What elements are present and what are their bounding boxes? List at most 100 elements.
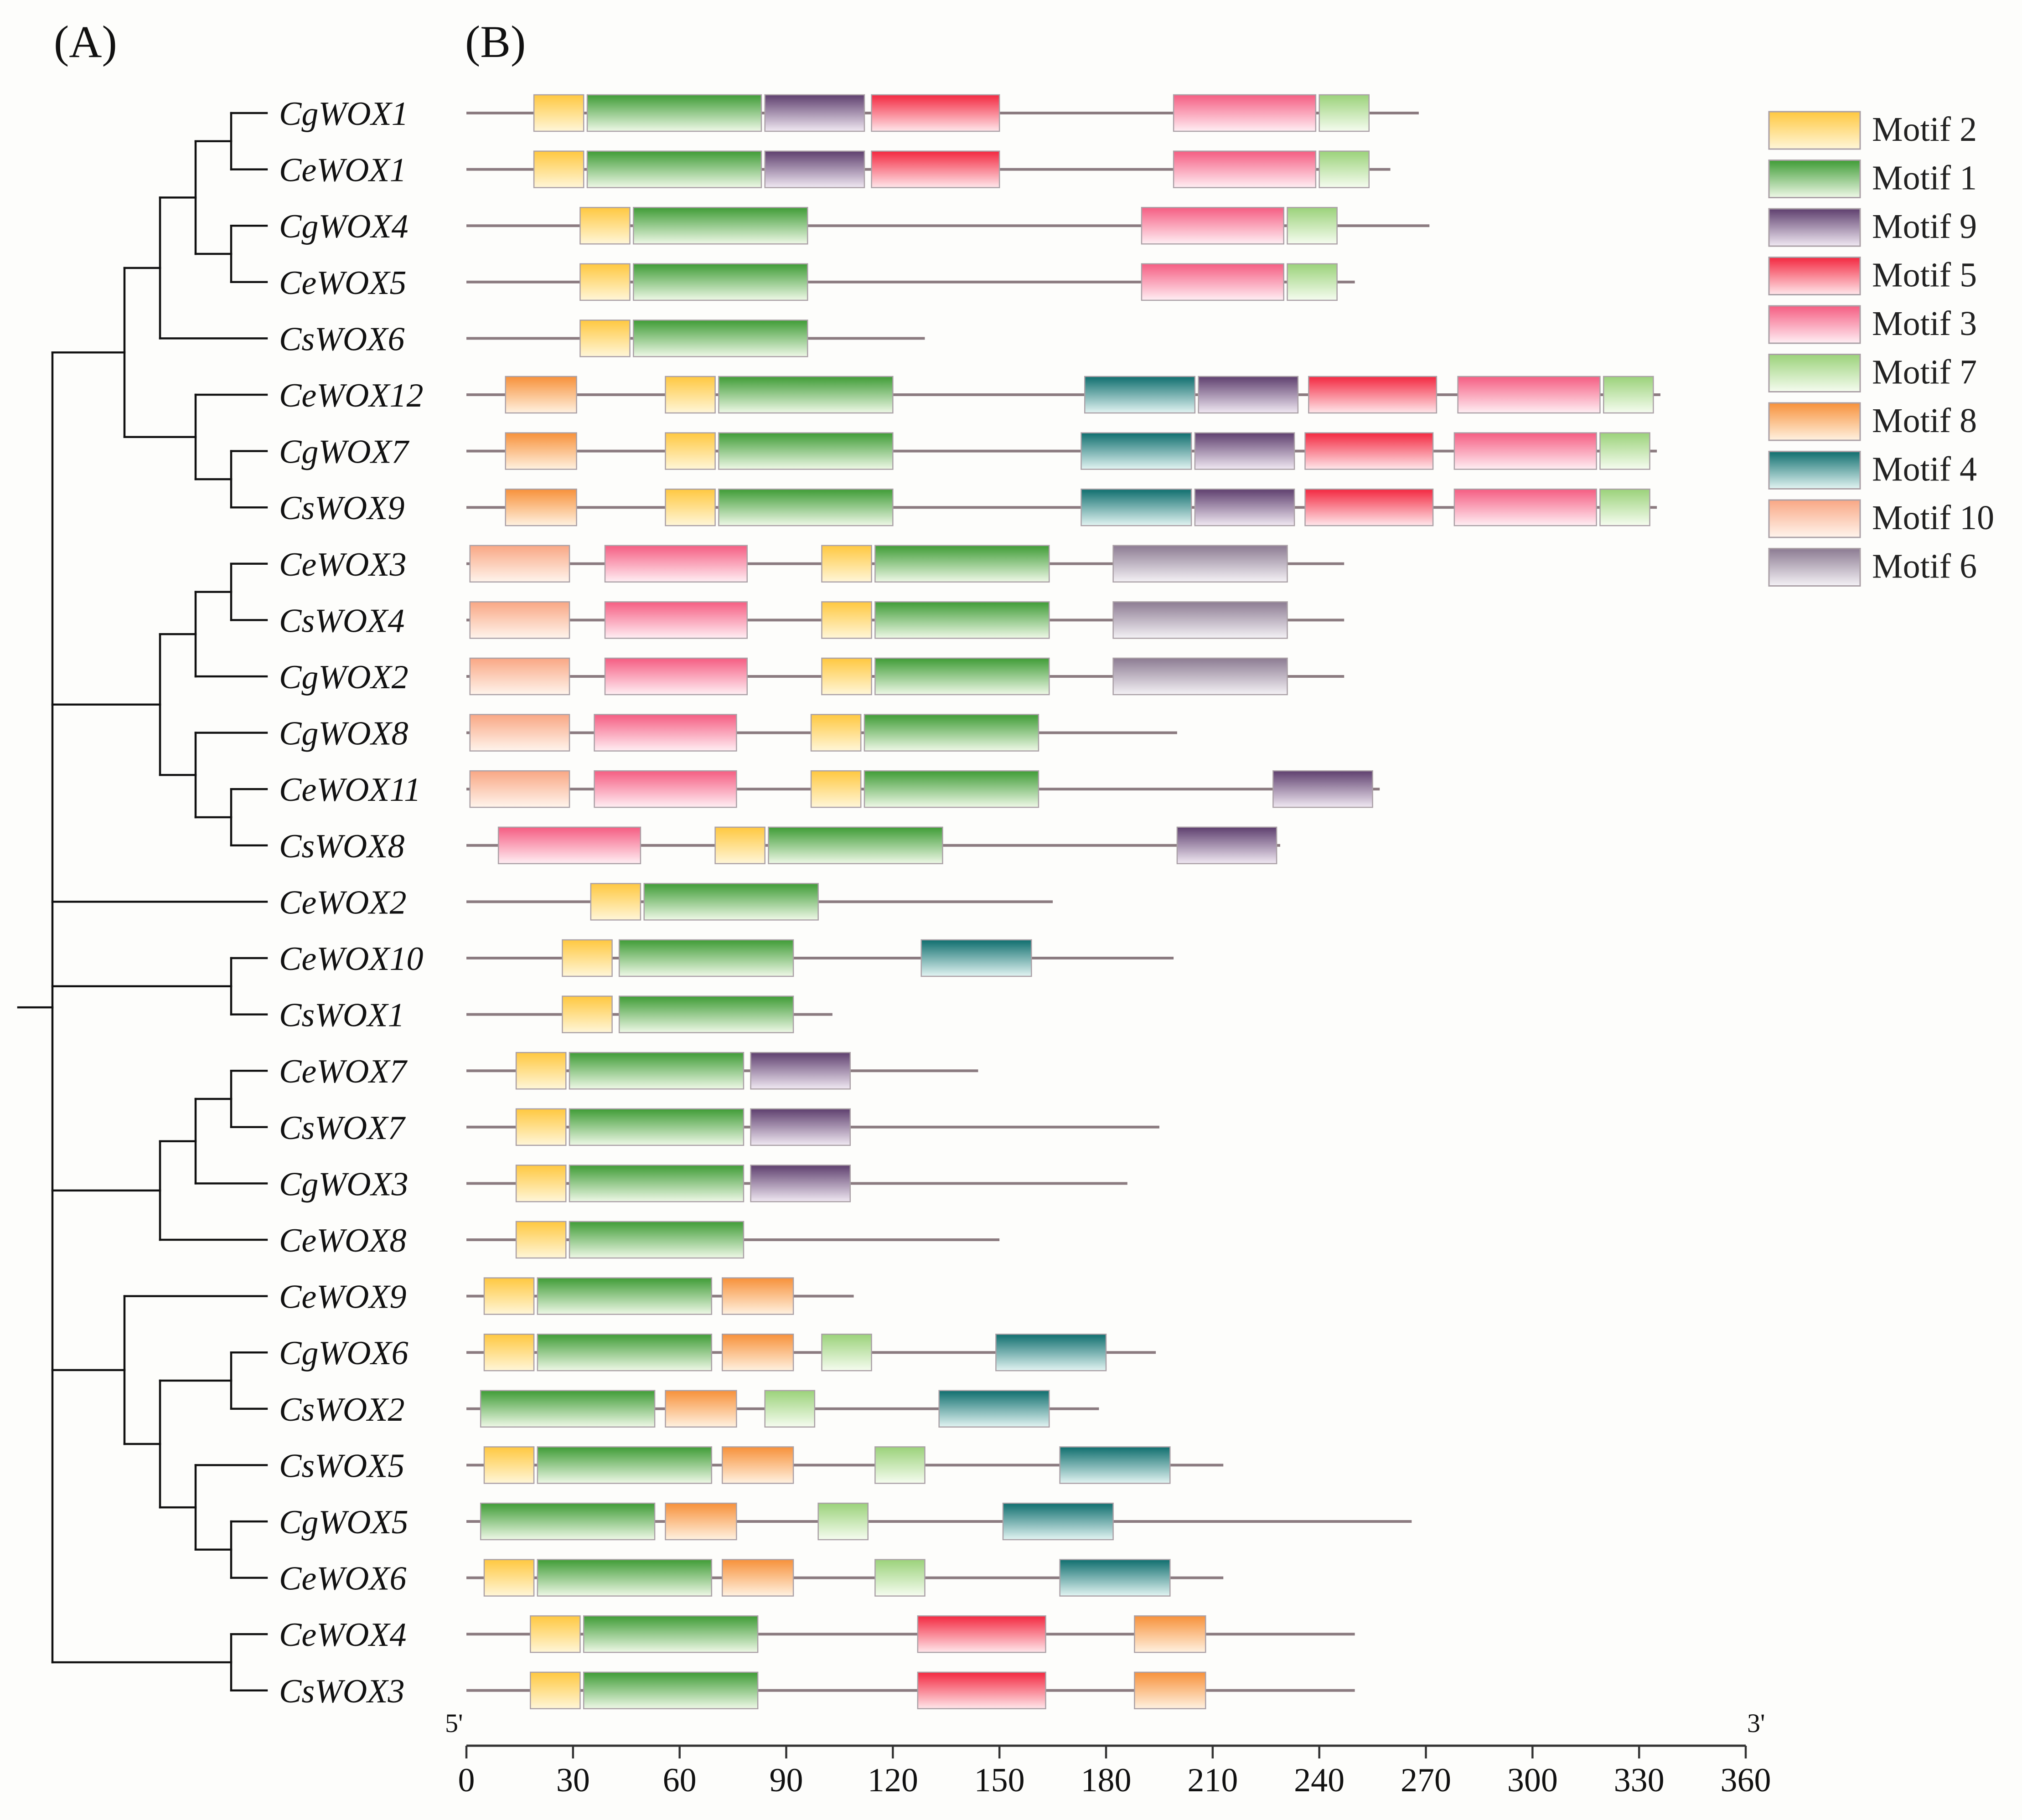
motif-box	[718, 376, 894, 414]
legend-label: Motif 8	[1872, 402, 1977, 440]
gene-label: CeWOX12	[279, 377, 424, 414]
gene-label: CsWOX8	[279, 828, 404, 865]
legend-item: Motif 9	[1768, 207, 1977, 247]
motif-track	[466, 1108, 1159, 1146]
legend-label: Motif 2	[1872, 110, 1977, 149]
motif-box	[1173, 150, 1317, 188]
motif-track	[466, 995, 833, 1033]
axis-tick-label: 60	[663, 1762, 697, 1799]
motif-box	[921, 939, 1032, 977]
axis-tick-label: 240	[1294, 1762, 1345, 1799]
gene-name-labels: CgWOX1 CeWOX1 CgWOX4 CeWOX5 CsWOX6 CeWOX12 CgW…	[279, 95, 424, 1710]
motif-box	[515, 1052, 567, 1090]
motif-box	[864, 714, 1039, 752]
motif-box	[1112, 545, 1288, 583]
phylogenetic-tree	[17, 112, 268, 1692]
motif-track	[466, 320, 925, 357]
motif-box	[995, 1333, 1107, 1371]
motif-box	[768, 826, 943, 865]
motif-box	[590, 883, 641, 921]
motif-box	[569, 1052, 745, 1090]
legend-label: Motif 4	[1872, 450, 1977, 489]
motif-track	[466, 770, 1380, 808]
motif-tracks	[466, 94, 1660, 1710]
motif-box	[864, 770, 1039, 808]
motif-track	[466, 939, 1174, 977]
axis-tick-label: 300	[1507, 1762, 1558, 1799]
motif-box	[938, 1390, 1050, 1428]
motif-box	[874, 657, 1050, 696]
motif-box	[718, 488, 894, 526]
motif-box	[579, 320, 631, 357]
legend-item: Motif 6	[1768, 547, 1977, 587]
motif-box	[665, 1390, 737, 1428]
motif-box	[530, 1615, 581, 1653]
motif-box	[821, 545, 872, 583]
motif-box	[633, 263, 808, 301]
motif-box	[533, 94, 584, 132]
motif-box	[579, 206, 631, 245]
legend-item: Motif 3	[1768, 304, 1977, 344]
motif-box	[594, 770, 737, 808]
motif-box	[1134, 1671, 1206, 1710]
gene-label: CgWOX3	[279, 1165, 409, 1203]
motif-track	[466, 1671, 1355, 1710]
motif-box	[483, 1333, 535, 1371]
length-axis: 5' 3' 0 30 60 90 120 150 180 210 240 270 300 330 360	[445, 1708, 1771, 1799]
motif-box	[1084, 376, 1196, 414]
motif-box	[562, 939, 613, 977]
motif-box	[1272, 770, 1373, 808]
legend-swatch	[1768, 208, 1861, 247]
motif-track	[466, 206, 1430, 245]
motif-box	[1081, 488, 1192, 526]
legend-label: Motif 10	[1872, 499, 1994, 537]
gene-label: CgWOX7	[279, 433, 410, 471]
motif-track	[466, 657, 1345, 696]
legend-item: Motif 8	[1768, 402, 1977, 441]
motif-box	[750, 1165, 851, 1202]
gene-label: CeWOX8	[279, 1222, 407, 1259]
motif-box	[1059, 1559, 1171, 1597]
motif-box	[469, 545, 570, 583]
gene-label: CeWOX10	[279, 940, 424, 978]
gene-label: CsWOX2	[279, 1391, 404, 1428]
motif-track	[466, 376, 1660, 414]
gene-label: CsWOX4	[279, 602, 404, 639]
motif-box	[1599, 432, 1650, 470]
motif-track	[466, 432, 1657, 470]
motif-box	[1112, 601, 1288, 639]
motif-box	[569, 1108, 745, 1146]
gene-label: CeWOX1	[279, 152, 407, 189]
motif-box	[874, 545, 1050, 583]
motif-box	[810, 714, 862, 752]
gene-label: CsWOX7	[279, 1109, 406, 1147]
motif-box	[537, 1446, 713, 1484]
motif-box	[469, 601, 570, 639]
gene-label: CeWOX9	[279, 1279, 407, 1316]
legend-swatch	[1768, 160, 1861, 198]
motif-track	[466, 1333, 1156, 1371]
gene-label: CgWOX1	[279, 95, 409, 133]
panel-a-label: (A)	[54, 16, 117, 67]
motif-box	[721, 1333, 794, 1371]
motif-box	[515, 1221, 567, 1259]
axis-tick-label: 0	[458, 1762, 475, 1799]
motif-box	[665, 1502, 737, 1541]
gene-label: CeWOX11	[279, 771, 421, 809]
motif-box	[586, 94, 762, 132]
motif-box	[483, 1559, 535, 1597]
motif-legend: Motif 2 Motif 1 Motif 9 Motif 5 Motif 3 Motif…	[1768, 110, 1994, 587]
legend-swatch	[1768, 402, 1861, 441]
motif-box	[1304, 432, 1434, 470]
motif-box	[917, 1615, 1046, 1653]
motif-box	[633, 206, 808, 245]
motif-box	[480, 1502, 656, 1541]
motif-box	[586, 150, 762, 188]
motif-box	[480, 1390, 656, 1428]
motif-track	[466, 1277, 854, 1315]
motif-box	[1141, 263, 1284, 301]
motif-box	[764, 94, 865, 132]
legend-swatch	[1768, 305, 1861, 344]
gene-label: CgWOX6	[279, 1335, 409, 1372]
